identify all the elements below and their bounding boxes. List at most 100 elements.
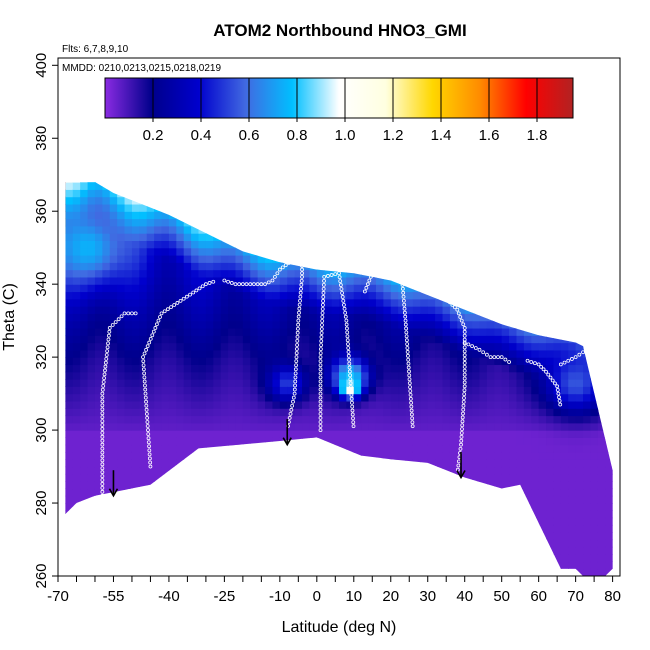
flight-sample-point xyxy=(452,305,457,310)
heatmap-cell xyxy=(294,430,303,438)
heatmap-cell xyxy=(553,386,562,395)
heatmap-cell xyxy=(339,437,347,446)
flight-sample-point xyxy=(410,420,415,425)
heatmap-cell xyxy=(553,532,562,541)
heatmap-cell xyxy=(486,459,495,468)
flight-sample-point xyxy=(349,389,354,393)
heatmap-cell xyxy=(198,254,207,263)
heatmap-cell xyxy=(94,430,103,438)
heatmap-cell xyxy=(412,320,421,329)
heatmap-cell xyxy=(154,247,163,256)
heatmap-cell xyxy=(509,415,518,424)
heatmap-cell xyxy=(131,313,140,322)
heatmap-cell xyxy=(183,342,192,351)
heatmap-cell xyxy=(442,364,451,373)
heatmap-cell xyxy=(583,466,592,475)
heatmap-cell xyxy=(583,422,592,431)
heatmap-cell xyxy=(509,335,518,344)
heatmap-cell xyxy=(553,422,562,431)
heatmap-cell xyxy=(546,386,555,395)
heatmap-cell xyxy=(449,327,458,336)
heatmap-cell xyxy=(109,211,118,220)
heatmap-cell xyxy=(472,430,481,438)
heatmap-cell xyxy=(516,379,525,387)
flight-sample-point xyxy=(562,360,567,365)
heatmap-cell xyxy=(590,415,599,424)
heatmap-cell xyxy=(560,510,569,519)
heatmap-cell xyxy=(435,408,444,417)
heatmap-cell xyxy=(161,313,170,322)
heatmap-cell xyxy=(235,254,244,263)
flight-sample-point xyxy=(100,434,105,439)
heatmap-cell xyxy=(94,451,103,460)
flight-sample-point xyxy=(277,267,282,272)
heatmap-cell xyxy=(531,495,540,504)
flight-sample-point xyxy=(292,387,297,392)
heatmap-cell xyxy=(442,430,451,438)
heatmap-cell xyxy=(228,262,237,271)
heatmap-cell xyxy=(162,576,170,584)
heatmap-cell xyxy=(168,291,177,300)
heatmap-cell xyxy=(331,291,340,300)
heatmap-cell xyxy=(575,510,584,519)
heatmap-cell xyxy=(405,291,414,300)
heatmap-cell xyxy=(272,342,281,351)
flight-sample-point xyxy=(300,256,304,261)
heatmap-cell xyxy=(139,415,148,424)
heatmap-cell xyxy=(257,379,266,387)
heatmap-cell xyxy=(80,218,89,227)
flight-sample-point xyxy=(321,291,326,295)
heatmap-cell xyxy=(205,306,214,314)
heatmap-cell xyxy=(220,327,229,336)
flight-sample-point xyxy=(188,292,192,297)
heatmap-cell xyxy=(553,342,562,351)
heatmap-cell xyxy=(368,379,377,387)
heatmap-cell xyxy=(213,342,222,351)
flights-label: Flts: 6,7,8,9,10 xyxy=(62,44,129,55)
heatmap-cell xyxy=(279,276,288,285)
heatmap-cell xyxy=(398,327,407,336)
heatmap-cell xyxy=(435,342,444,351)
heatmap-cell xyxy=(176,306,185,314)
heatmap-cell xyxy=(383,306,392,314)
flight-sample-point xyxy=(345,338,350,343)
heatmap-cell xyxy=(560,415,569,424)
heatmap-cell xyxy=(161,371,170,380)
heatmap-cell xyxy=(131,291,140,300)
flight-sample-point xyxy=(100,478,105,482)
heatmap-cell xyxy=(80,342,89,351)
flight-sample-point xyxy=(410,424,415,429)
heatmap-cell xyxy=(65,284,74,293)
heatmap-cell xyxy=(390,327,399,336)
heatmap-cell xyxy=(228,306,237,314)
heatmap-cell xyxy=(390,364,399,373)
heatmap-cell xyxy=(583,371,592,380)
heatmap-cell xyxy=(131,298,140,307)
heatmap-cell xyxy=(390,430,399,438)
heatmap-cell xyxy=(375,386,384,395)
heatmap-cell xyxy=(131,218,140,227)
heatmap-cell xyxy=(316,349,325,358)
heatmap-cell xyxy=(87,437,96,446)
heatmap-cell xyxy=(472,313,481,322)
heatmap-cell xyxy=(80,196,89,205)
heatmap-cell xyxy=(538,503,547,511)
heatmap-cell xyxy=(486,364,495,373)
heatmap-cell xyxy=(242,291,251,300)
heatmap-cell xyxy=(516,444,525,453)
heatmap-cell xyxy=(265,379,274,387)
heatmap-cell xyxy=(220,276,229,285)
flight-sample-point xyxy=(319,343,323,347)
heatmap-cell xyxy=(154,451,163,460)
flight-sample-point xyxy=(133,311,138,316)
heatmap-cell xyxy=(597,532,606,541)
heatmap-cell xyxy=(131,422,140,431)
heatmap-cell xyxy=(94,444,103,453)
heatmap-cell xyxy=(331,269,340,278)
heatmap-cell xyxy=(553,546,562,555)
heatmap-cell xyxy=(339,327,347,336)
heatmap-cell xyxy=(279,422,288,431)
heatmap-cell xyxy=(94,225,103,234)
heatmap-cell xyxy=(361,393,370,402)
flight-sample-point xyxy=(577,352,582,357)
